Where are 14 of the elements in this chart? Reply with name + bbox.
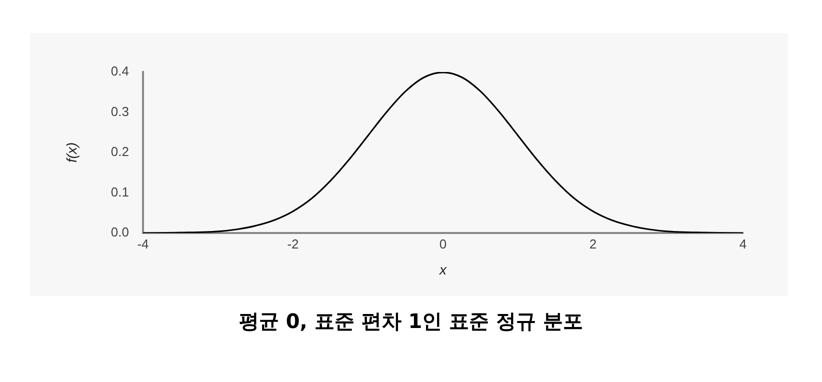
y-tick-label: 0.3 [110,104,129,119]
y-tick-label: 0.4 [110,64,129,79]
text: 평균 0, 표준 편차 1인 표준 정규 분포 [238,308,584,335]
x-tick-label: 4 [739,236,747,252]
line-series [143,72,743,233]
x-tick-label: -4 [137,236,149,252]
x-tick-label: 2 [589,236,597,252]
y-tick-label: 0.0 [110,224,129,240]
x-tick-label: 0 [439,236,447,252]
y-tick-label: 0.2 [110,144,129,160]
y-axis-title: f(x) [63,142,80,163]
y-tick-label: 0.1 [110,184,129,200]
x-tick-label: -2 [287,236,299,252]
x-axis-title: x [438,261,448,278]
